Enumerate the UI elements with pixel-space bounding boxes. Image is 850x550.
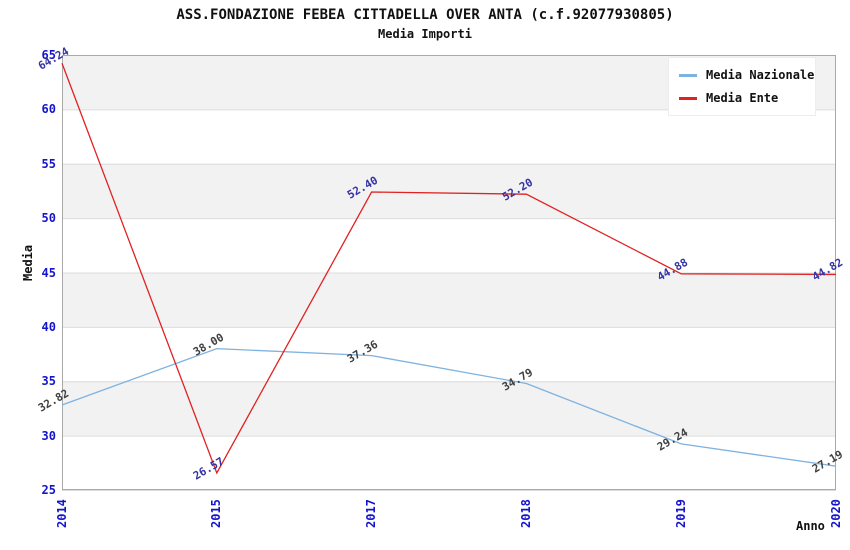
legend: Media Nazionale Media Ente xyxy=(668,57,816,116)
x-tick-label: 2014 xyxy=(54,499,69,528)
legend-swatch-media-nazionale xyxy=(679,73,697,77)
series-line-0 xyxy=(61,347,837,467)
legend-item-media-nazionale: Media Nazionale xyxy=(679,68,814,82)
legend-item-media-ente: Media Ente xyxy=(679,91,807,105)
y-axis-title: Media xyxy=(21,244,35,281)
plot-band xyxy=(62,272,836,327)
x-tick-label: 2017 xyxy=(364,499,379,528)
chart-title: ASS.FONDAZIONE FEBEA CITTADELLA OVER ANT… xyxy=(176,7,674,23)
y-tick-label: 60 xyxy=(41,102,56,117)
legend-label-media-ente: Media Ente xyxy=(706,91,779,105)
y-tick-label: 45 xyxy=(41,265,56,280)
plot-band xyxy=(62,163,836,219)
x-tick-label: 2015 xyxy=(209,499,224,528)
plot-band xyxy=(62,381,836,436)
y-tick-label: 65 xyxy=(41,48,56,62)
y-tick-label: 50 xyxy=(41,211,56,226)
x-axis-title: Anno xyxy=(796,519,825,533)
legend-label-media-nazionale: Media Nazionale xyxy=(706,68,815,82)
plot-frame xyxy=(62,55,836,490)
y-tick-label: 35 xyxy=(41,374,56,389)
y-tick-label: 55 xyxy=(41,156,56,171)
series-line-1 xyxy=(61,63,837,475)
legend-swatch-media-ente xyxy=(679,96,697,100)
chart-subtitle: Media Importi xyxy=(378,27,472,41)
x-tick-label: 2019 xyxy=(673,499,688,528)
y-tick-label: 30 xyxy=(41,428,56,443)
x-tick-label: 2020 xyxy=(828,499,843,528)
y-tick-label: 40 xyxy=(41,319,56,334)
y-tick-label: 25 xyxy=(41,483,56,497)
x-tick-label: 2018 xyxy=(518,499,533,528)
